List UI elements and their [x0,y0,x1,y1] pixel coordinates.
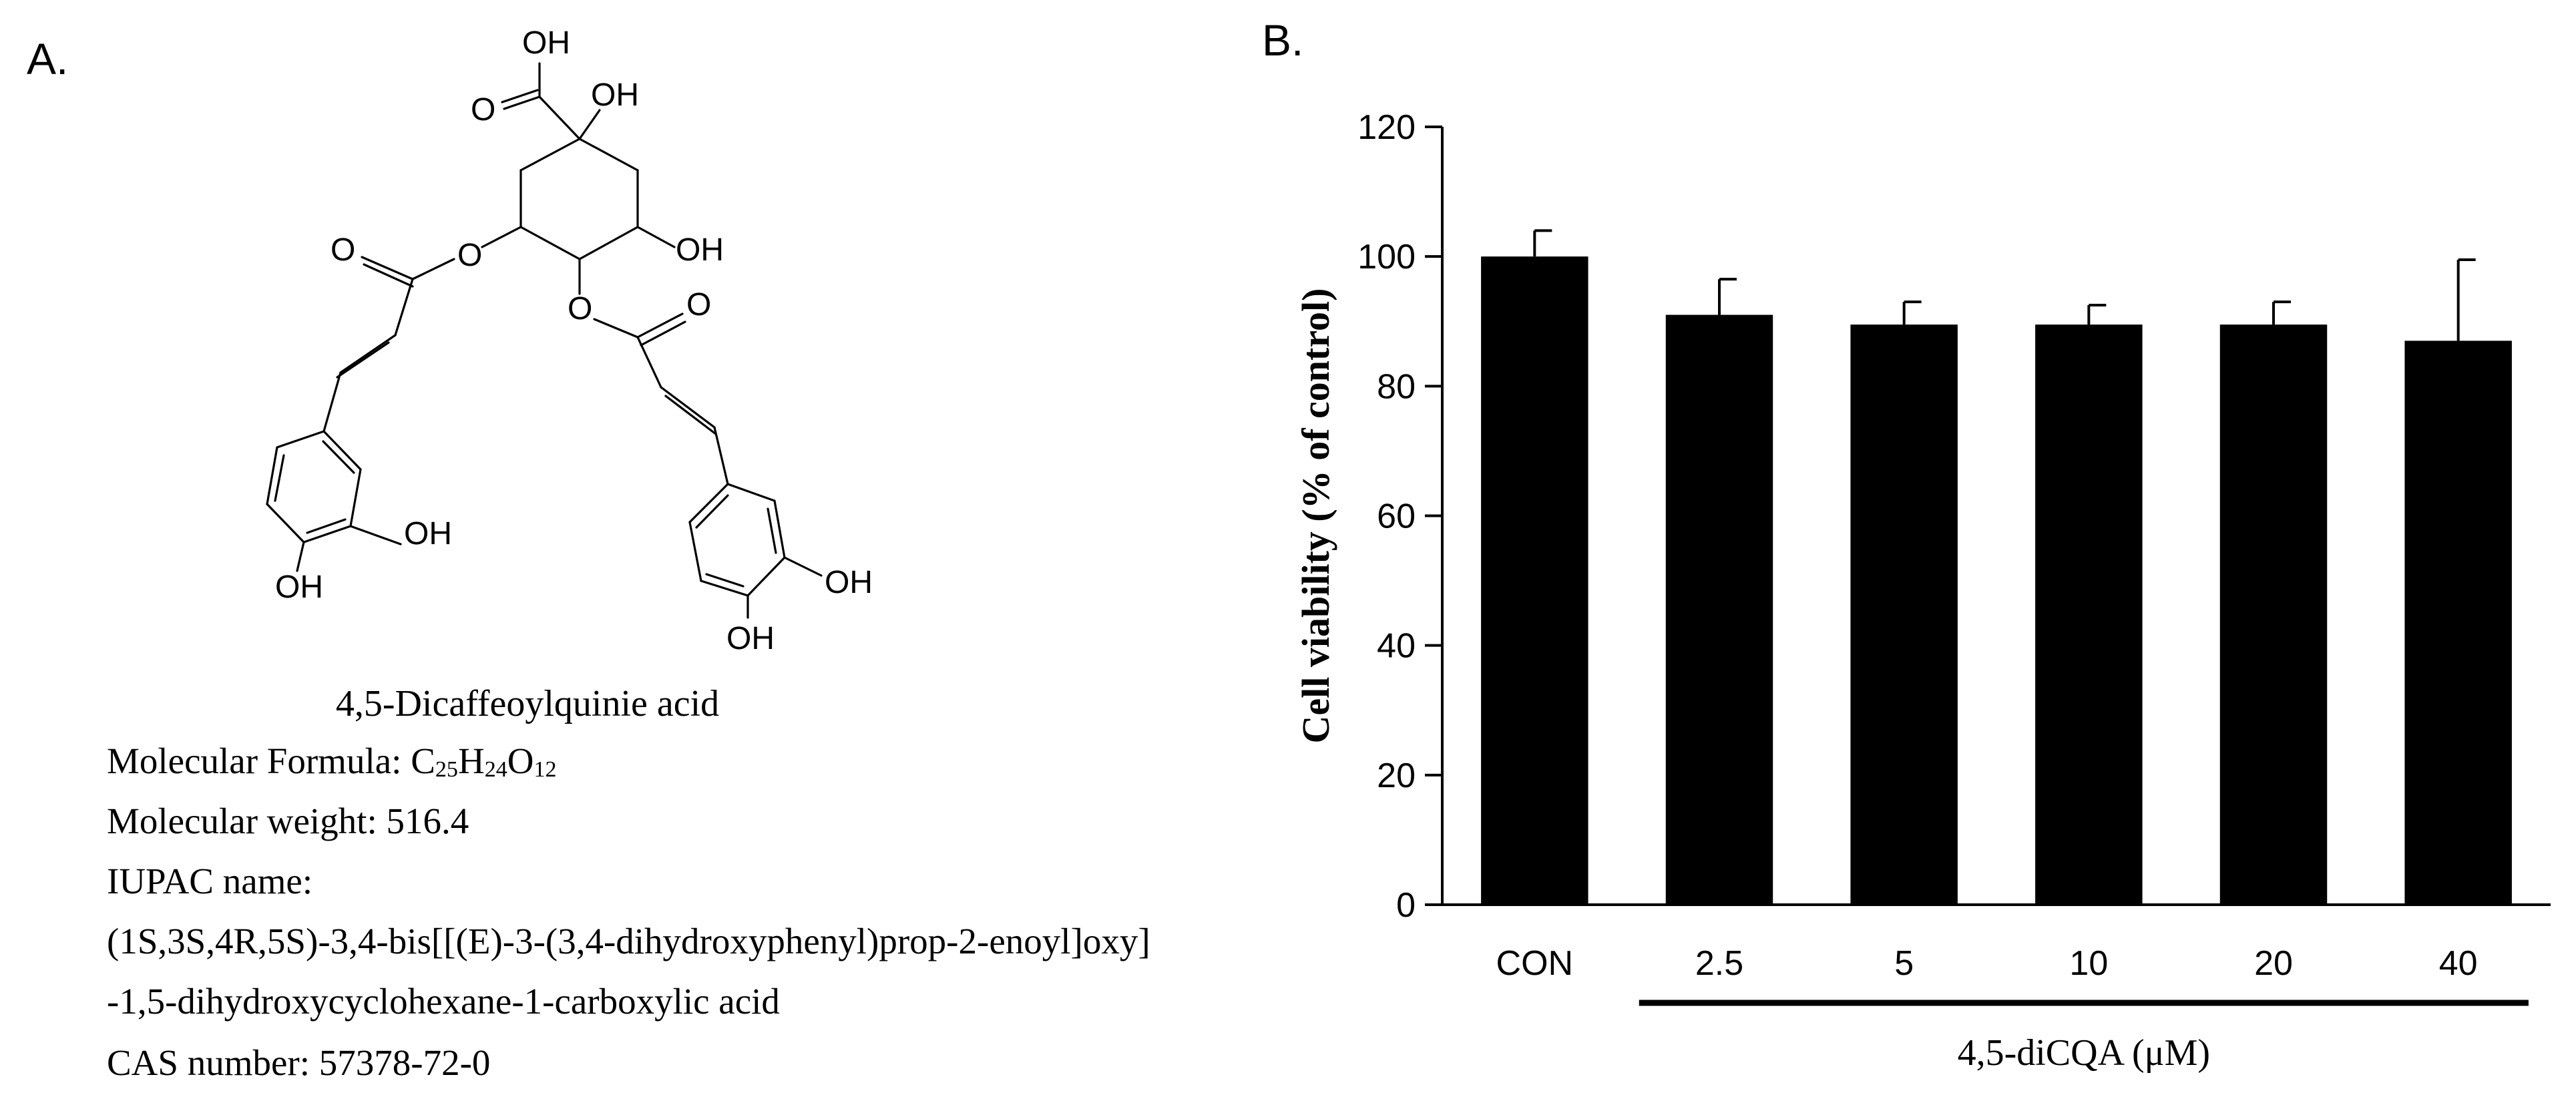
molecular-formula: Molecular Formula: C25H24O12 [107,740,557,783]
compound-name: 4,5-Dicaffeoylquinie acid [335,683,720,724]
y-tick-label: 120 [1357,108,1416,147]
label-oh-ring: OH [676,232,724,268]
formula-c-count: 25 [435,757,458,783]
formula-h-count: 24 [484,757,507,783]
panel-b-label: B. [1262,15,1304,65]
label-o-carboxyl: O [471,92,495,128]
y-tick-label: 0 [1396,886,1416,925]
label-o-ester-left-link: O [457,238,482,273]
y-tick-label: 20 [1377,756,1416,795]
panel-a-label: A. [27,34,69,83]
iupac-line-2: -1,5-dihydroxycyclohexane-1-carboxylic a… [107,981,780,1022]
molecular-weight: Molecular weight: 516.4 [107,801,469,841]
bar [1850,324,1958,905]
label-o-ester-right-link: O [568,291,592,326]
bar [2404,341,2512,905]
label-oh-quat: OH [591,77,639,113]
y-tick-label: 80 [1377,367,1416,406]
label-oh-right-meta: OH [825,565,873,600]
formula-o: O [507,740,534,781]
bar [2219,324,2328,905]
y-axis-label: Cell viability (% of control) [1294,288,1337,744]
x-axis-label: 4,5-diCQA (μM) [1958,1032,2210,1074]
label-oh-left-para: OH [275,570,323,605]
bar [1481,256,1588,905]
formula-h: H [457,740,485,781]
y-tick-label: 60 [1377,497,1416,536]
label-oh-left-meta: OH [404,516,452,552]
bar [1665,314,1773,905]
x-tick-label: 2.5 [1695,944,1743,983]
cas-number: CAS number: 57378-72-0 [107,1042,491,1083]
x-tick-label: 40 [2439,944,2478,983]
iupac-line-1: (1S,3S,4R,5S)-3,4-bis[[(E)-3-(3,4-dihydr… [107,921,1150,961]
bar [2035,324,2143,905]
y-tick-label: 100 [1357,238,1416,276]
chemical-structure: OH OH O OH O O O O OH OH OH OH [266,25,873,656]
label-oh-top: OH [522,25,570,61]
label-o-ester-right-carbonyl: O [686,287,711,322]
label-o-ester-left-carbonyl: O [331,232,355,268]
formula-o-count: 12 [533,757,557,783]
x-tick-label: CON [1496,944,1574,983]
x-tick-label: 10 [2069,944,2108,983]
x-tick-label: 5 [1894,944,1914,983]
formula-c: C [411,740,435,781]
y-tick-label: 40 [1377,627,1416,666]
label-oh-right-para: OH [726,621,775,656]
iupac-label: IUPAC name: [107,861,313,901]
x-tick-label: 20 [2254,944,2293,983]
formula-label: Molecular Formula: [107,740,411,781]
